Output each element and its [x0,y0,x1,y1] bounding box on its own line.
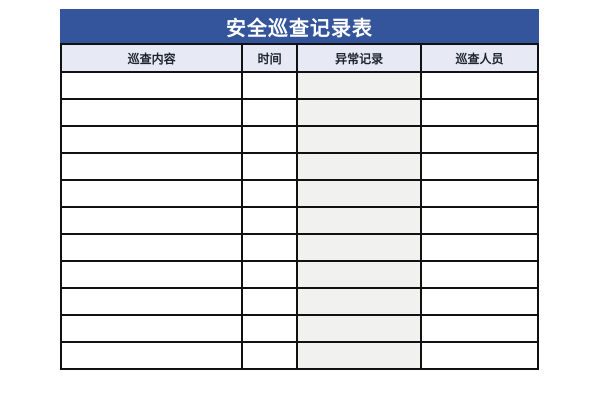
cell-inspector[interactable] [420,206,539,235]
cell-time[interactable] [241,98,299,127]
cell-inspection-content[interactable] [59,341,244,370]
column-header-inspector: 巡查人员 [420,43,539,73]
cell-abnormal-record[interactable] [296,179,423,208]
column-header-time: 时间 [241,43,299,73]
cell-inspector[interactable] [420,314,539,343]
cell-abnormal-record[interactable] [296,71,423,100]
cell-abnormal-record[interactable] [296,152,423,181]
cell-abnormal-record[interactable] [296,260,423,289]
page-title: 安全巡查记录表 [226,17,373,40]
column-header-abnormal-record: 异常记录 [296,43,423,73]
cell-abnormal-record[interactable] [296,98,423,127]
cell-inspection-content[interactable] [59,125,244,154]
cell-abnormal-record[interactable] [296,314,423,343]
table-row [59,98,539,127]
table-row [59,125,539,154]
cell-abnormal-record[interactable] [296,287,423,316]
table-row [59,233,539,262]
header-row: 巡查内容 时间 异常记录 巡查人员 [59,43,539,73]
cell-inspector[interactable] [420,179,539,208]
cell-inspector[interactable] [420,341,539,370]
cell-time[interactable] [241,287,299,316]
inspection-record-document: 安全巡查记录表 巡查内容 时间 异常记录 巡查人员 [59,9,539,370]
table-row [59,314,539,343]
cell-inspection-content[interactable] [59,314,244,343]
table-row [59,71,539,100]
cell-abnormal-record[interactable] [296,206,423,235]
table-row [59,287,539,316]
cell-time[interactable] [241,125,299,154]
cell-inspector[interactable] [420,260,539,289]
table-row [59,341,539,370]
table-body [59,71,539,370]
table-row [59,179,539,208]
column-header-inspection-content: 巡查内容 [59,43,244,73]
table-row [59,152,539,181]
cell-inspection-content[interactable] [59,260,244,289]
cell-time[interactable] [241,260,299,289]
cell-inspection-content[interactable] [59,179,244,208]
cell-inspector[interactable] [420,152,539,181]
cell-time[interactable] [241,341,299,370]
cell-abnormal-record[interactable] [296,125,423,154]
cell-inspector[interactable] [420,233,539,262]
cell-inspector[interactable] [420,98,539,127]
cell-time[interactable] [241,152,299,181]
cell-time[interactable] [241,314,299,343]
cell-time[interactable] [241,206,299,235]
cell-time[interactable] [241,233,299,262]
cell-inspector[interactable] [420,287,539,316]
cell-time[interactable] [241,179,299,208]
cell-inspection-content[interactable] [59,98,244,127]
cell-time[interactable] [241,71,299,100]
cell-inspector[interactable] [420,71,539,100]
table-row [59,206,539,235]
cell-inspection-content[interactable] [59,233,244,262]
cell-inspection-content[interactable] [59,152,244,181]
cell-inspection-content[interactable] [59,71,244,100]
cell-abnormal-record[interactable] [296,233,423,262]
cell-inspection-content[interactable] [59,287,244,316]
table-row [59,260,539,289]
cell-abnormal-record[interactable] [296,341,423,370]
table-header: 巡查内容 时间 异常记录 巡查人员 [59,43,539,73]
table-title-bar: 安全巡查记录表 [60,9,539,43]
cell-inspector[interactable] [420,125,539,154]
inspection-record-table: 巡查内容 时间 异常记录 巡查人员 [59,43,539,370]
cell-inspection-content[interactable] [59,206,244,235]
